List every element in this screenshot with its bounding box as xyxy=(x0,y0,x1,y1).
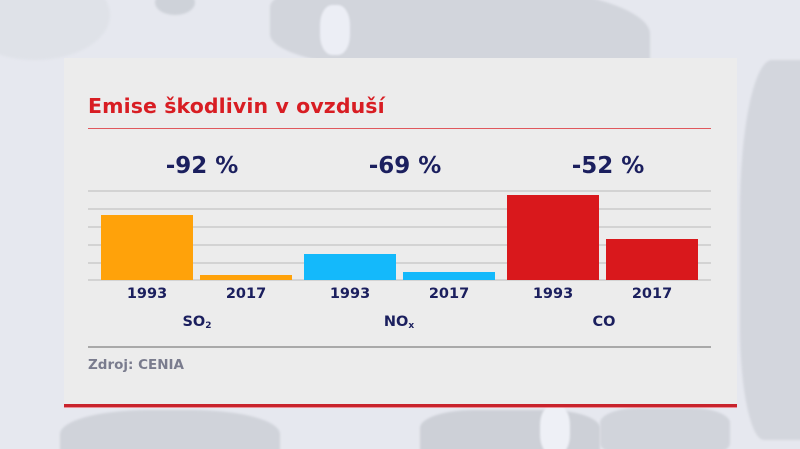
year-label: 2017 xyxy=(225,286,267,302)
bar-nox-1993 xyxy=(304,254,396,280)
baseline xyxy=(88,279,711,281)
year-label: 2017 xyxy=(631,286,673,302)
category-label-co: CO xyxy=(592,314,616,330)
gridline xyxy=(88,190,711,192)
bar-co-1993 xyxy=(507,195,599,280)
infographic-panel: Emise škodlivin v ovzduší -92 % -69 % -5… xyxy=(64,58,737,407)
bar-nox-2017 xyxy=(403,272,495,280)
gridline xyxy=(88,262,711,264)
bar-so2-2017 xyxy=(200,275,292,280)
bar-so2-1993 xyxy=(101,215,193,280)
chart-title: Emise škodlivin v ovzduší xyxy=(88,94,385,118)
change-label-nox: -69 % xyxy=(368,153,442,179)
year-label: 1993 xyxy=(532,286,574,302)
bar-co-2017 xyxy=(606,239,698,280)
year-label: 1993 xyxy=(126,286,168,302)
year-label: 1993 xyxy=(329,286,371,302)
change-label-so2: -92 % xyxy=(165,153,239,179)
gridline xyxy=(88,208,711,210)
gridline xyxy=(88,244,711,246)
title-divider xyxy=(88,128,711,129)
change-label-co: -52 % xyxy=(571,153,645,179)
category-label-so2: SO2 xyxy=(182,314,212,331)
source-divider xyxy=(88,346,711,348)
gridline xyxy=(88,226,711,228)
year-label: 2017 xyxy=(428,286,470,302)
source-label: Zdroj: CENIA xyxy=(88,357,185,373)
category-label-nox: NOx xyxy=(383,314,415,331)
